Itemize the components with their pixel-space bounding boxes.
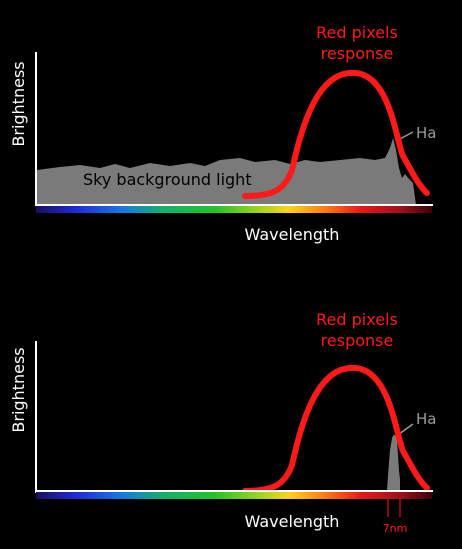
spectrum-bar [36, 492, 432, 499]
ha-label: Ha [416, 410, 436, 428]
red-pixel-response-curve [242, 364, 430, 494]
red-pixel-response-curve [242, 69, 430, 199]
y-axis-label: Brightness [9, 347, 28, 432]
spectrum-bar [36, 206, 432, 213]
curve-label-line2: response [321, 331, 394, 350]
curve-label-line1: Red pixels [316, 310, 398, 329]
top-panel: Sky background light Ha Red pixels respo… [9, 23, 436, 244]
ha-emission-area [387, 434, 400, 491]
y-axis-label: Brightness [9, 61, 28, 146]
sky-background-label: Sky background light [83, 170, 252, 189]
curve-label-line1: Red pixels [316, 23, 398, 42]
bandwidth-label: 7nm [383, 522, 408, 535]
x-axis-label: Wavelength [245, 512, 340, 531]
sky-background-area [37, 138, 416, 205]
x-axis-label: Wavelength [245, 225, 340, 244]
ha-label: Ha [416, 124, 436, 142]
curve-label-line2: response [321, 44, 394, 63]
bottom-panel: Ha Red pixels response 7nm Brightness Wa… [9, 310, 436, 535]
